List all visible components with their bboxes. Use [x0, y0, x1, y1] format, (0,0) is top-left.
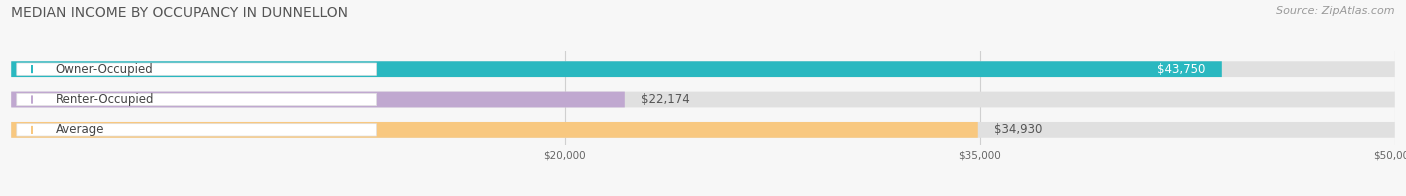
Text: $43,750: $43,750 — [1157, 63, 1205, 76]
FancyBboxPatch shape — [17, 63, 377, 75]
Text: MEDIAN INCOME BY OCCUPANCY IN DUNNELLON: MEDIAN INCOME BY OCCUPANCY IN DUNNELLON — [11, 6, 349, 20]
FancyBboxPatch shape — [17, 124, 377, 136]
FancyBboxPatch shape — [11, 92, 1395, 107]
FancyBboxPatch shape — [11, 61, 1395, 77]
Text: Average: Average — [55, 123, 104, 136]
Text: Owner-Occupied: Owner-Occupied — [55, 63, 153, 76]
FancyBboxPatch shape — [11, 61, 1222, 77]
Text: Source: ZipAtlas.com: Source: ZipAtlas.com — [1277, 6, 1395, 16]
Text: $34,930: $34,930 — [994, 123, 1043, 136]
FancyBboxPatch shape — [11, 122, 1395, 138]
Text: $22,174: $22,174 — [641, 93, 690, 106]
FancyBboxPatch shape — [11, 92, 624, 107]
FancyBboxPatch shape — [17, 93, 377, 106]
Text: Renter-Occupied: Renter-Occupied — [55, 93, 155, 106]
FancyBboxPatch shape — [11, 122, 977, 138]
